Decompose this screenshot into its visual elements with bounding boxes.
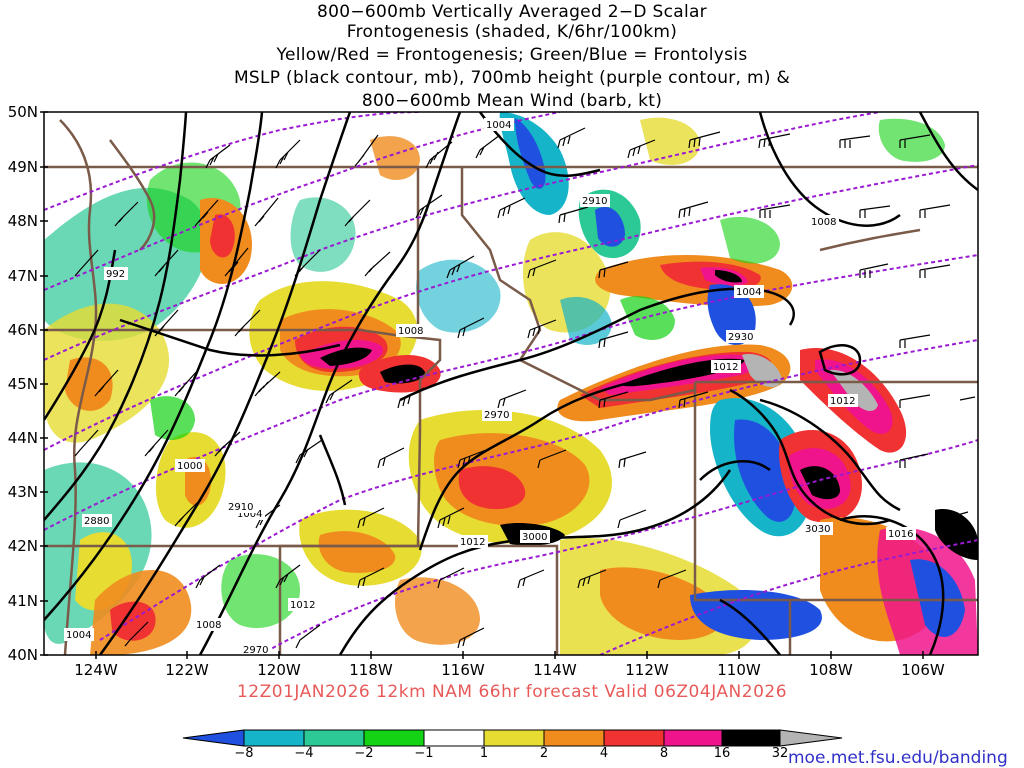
mslp-label: 1012 bbox=[828, 394, 858, 407]
lat-label: 47N bbox=[7, 267, 38, 285]
contour-labels: 1004 1008 1008 1012 1012 992 1004 1000 1… bbox=[64, 118, 916, 656]
svg-text:1008: 1008 bbox=[196, 620, 221, 631]
colorbar-label: 1 bbox=[479, 746, 489, 761]
svg-text:1000: 1000 bbox=[177, 461, 202, 472]
colorbar-label: 8 bbox=[659, 746, 669, 761]
height-label: 3030 bbox=[803, 522, 833, 535]
height-label: 2910 bbox=[580, 194, 610, 207]
mslp-label: 1012 bbox=[458, 535, 488, 548]
lon-label: 108W bbox=[809, 661, 853, 679]
svg-text:1012: 1012 bbox=[290, 600, 315, 611]
mslp-label: 992 bbox=[104, 267, 128, 280]
lon-label: 110W bbox=[717, 661, 761, 679]
mslp-label: 1000 bbox=[175, 459, 205, 472]
title-line-1: 800−600mb Vertically Averaged 2−D Scalar bbox=[317, 2, 707, 22]
svg-text:992: 992 bbox=[106, 269, 125, 280]
lat-label: 41N bbox=[7, 592, 38, 610]
colorbar-label: 2 bbox=[539, 746, 549, 761]
svg-text:1004: 1004 bbox=[736, 287, 761, 298]
lon-label: 120W bbox=[257, 661, 301, 679]
lon-label: 118W bbox=[349, 661, 393, 679]
colorbar-label: −4 bbox=[294, 746, 314, 761]
mslp-label: 1012 bbox=[288, 598, 318, 611]
svg-text:2910: 2910 bbox=[582, 196, 607, 207]
title-line-5: 800−600mb Mean Wind (barb, kt) bbox=[361, 91, 663, 111]
svg-text:1016: 1016 bbox=[888, 529, 913, 540]
title-line-3: Yellow/Red = Frontogenesis; Green/Blue =… bbox=[276, 45, 748, 65]
colorbar-label: −8 bbox=[234, 746, 254, 761]
lat-label: 40N bbox=[7, 646, 38, 664]
height-label: 2930 bbox=[726, 330, 756, 343]
mslp-contours bbox=[44, 112, 978, 655]
lat-label: 49N bbox=[7, 158, 38, 176]
svg-text:1004: 1004 bbox=[486, 120, 511, 131]
wind-barbs bbox=[74, 127, 976, 649]
forecast-valid-time: 12Z01JAN2026 12km NAM 66hr forecast Vali… bbox=[236, 682, 788, 702]
svg-text:2970: 2970 bbox=[484, 410, 509, 421]
svg-text:1012: 1012 bbox=[460, 537, 485, 548]
lon-label: 106W bbox=[901, 661, 945, 679]
colorbar-label: 32 bbox=[771, 746, 789, 761]
lon-label: 122W bbox=[165, 661, 209, 679]
mslp-label: 1016 bbox=[886, 527, 916, 540]
credit-link[interactable]: moe.met.fsu.edu/banding bbox=[788, 748, 1008, 768]
svg-text:2930: 2930 bbox=[728, 332, 753, 343]
title-line-4: MSLP (black contour, mb), 700mb height (… bbox=[233, 68, 791, 88]
height-label: 2880 bbox=[82, 514, 112, 527]
colorbar-arrow-low bbox=[182, 729, 245, 747]
colorbar-label: 16 bbox=[713, 746, 731, 761]
mslp-label: 1008 bbox=[809, 215, 839, 228]
lat-label: 45N bbox=[7, 375, 38, 393]
height-label: 2970 bbox=[241, 643, 271, 656]
colorbar-label: 4 bbox=[599, 746, 609, 761]
mslp-label: 1012 bbox=[711, 360, 741, 373]
lat-label: 44N bbox=[7, 429, 38, 447]
height-label: 3000 bbox=[520, 530, 550, 543]
mslp-label: 1008 bbox=[396, 324, 426, 337]
svg-text:3030: 3030 bbox=[805, 524, 830, 535]
svg-text:1012: 1012 bbox=[713, 362, 738, 373]
svg-text:1008: 1008 bbox=[398, 326, 423, 337]
lat-label: 48N bbox=[7, 212, 38, 230]
svg-text:2910: 2910 bbox=[228, 502, 253, 513]
svg-text:3000: 3000 bbox=[522, 532, 547, 543]
lon-label: 116W bbox=[441, 661, 485, 679]
lon-label: 112W bbox=[625, 661, 669, 679]
axis-ticks bbox=[40, 111, 924, 659]
svg-text:1004: 1004 bbox=[66, 630, 91, 641]
mslp-label: 1004 bbox=[64, 628, 94, 641]
svg-text:2970: 2970 bbox=[243, 645, 268, 656]
height-label: 2910 bbox=[226, 500, 256, 513]
mslp-label: 1004 bbox=[734, 285, 764, 298]
svg-text:1004: 1004 bbox=[237, 509, 262, 520]
lat-label: 46N bbox=[7, 321, 38, 339]
lat-label: 42N bbox=[7, 537, 38, 555]
title-line-2: Frontogenesis (shaded, K/6hr/100km) bbox=[346, 22, 678, 42]
colorbar-arrow-high bbox=[779, 729, 843, 747]
svg-text:2880: 2880 bbox=[84, 516, 109, 527]
lat-label: 50N bbox=[7, 103, 38, 121]
svg-text:1008: 1008 bbox=[811, 217, 836, 228]
lon-label: 124W bbox=[74, 661, 118, 679]
colorbar bbox=[182, 729, 843, 747]
svg-text:1012: 1012 bbox=[830, 396, 855, 407]
lat-label: 43N bbox=[7, 483, 38, 501]
colorbar-label: −2 bbox=[354, 746, 374, 761]
height-label: 2970 bbox=[482, 408, 512, 421]
lon-label: 114W bbox=[533, 661, 577, 679]
mslp-label: 1004 bbox=[484, 118, 514, 131]
mslp-label: 1008 bbox=[194, 618, 224, 631]
colorbar-label: −1 bbox=[414, 746, 434, 761]
